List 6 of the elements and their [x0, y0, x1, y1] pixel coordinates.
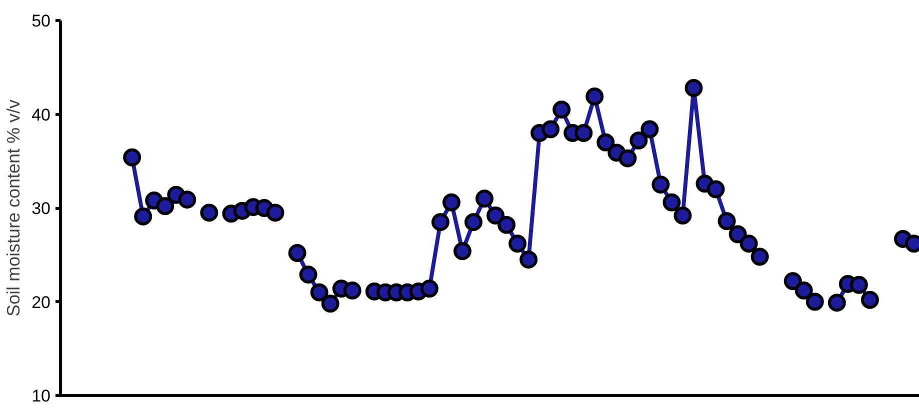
y-axis-title: Soil moisture content % v/v [4, 99, 24, 317]
y-tick-label: 40 [32, 105, 51, 124]
y-tick-label: 50 [32, 12, 51, 30]
y-tick-label: 10 [32, 386, 51, 406]
y-tick-label: 30 [32, 199, 51, 218]
y-tick-label: 20 [32, 292, 51, 312]
